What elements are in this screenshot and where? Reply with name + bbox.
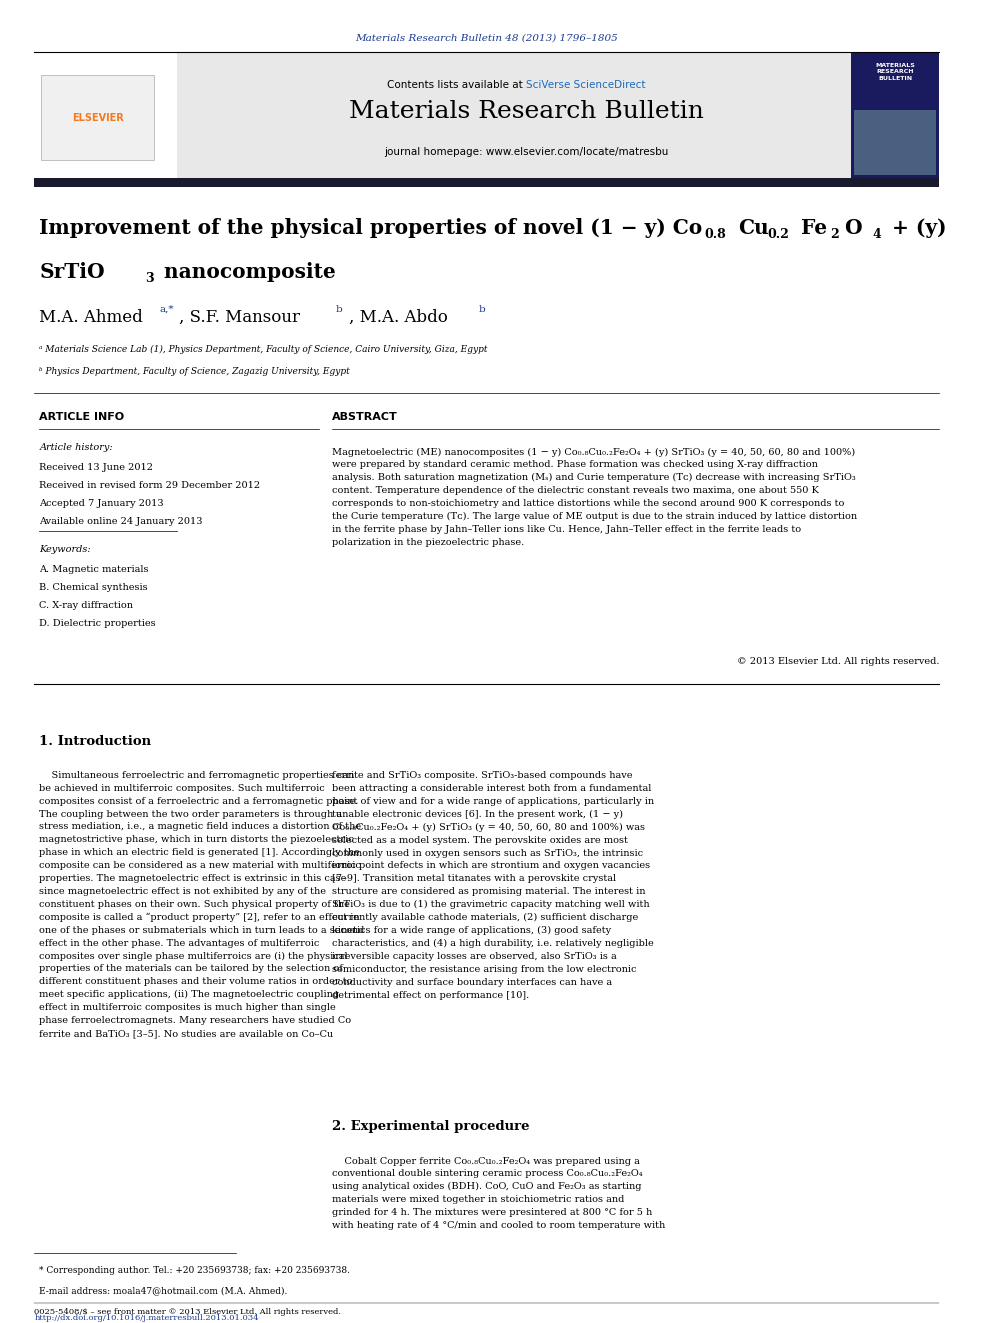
- Bar: [35, 52, 177, 177]
- Text: MATERIALS
RESEARCH
BULLETIN: MATERIALS RESEARCH BULLETIN: [875, 64, 916, 81]
- Text: ferrite and SrTiO₃ composite. SrTiO₃-based compounds have
been attracting a cons: ferrite and SrTiO₃ composite. SrTiO₃-bas…: [331, 771, 654, 1000]
- Text: Article history:: Article history:: [40, 443, 113, 452]
- Text: Keywords:: Keywords:: [40, 545, 91, 554]
- Text: b: b: [479, 306, 486, 314]
- Text: © 2013 Elsevier Ltd. All rights reserved.: © 2013 Elsevier Ltd. All rights reserved…: [737, 656, 939, 665]
- Text: Received in revised form 29 December 2012: Received in revised form 29 December 201…: [40, 480, 260, 490]
- Text: ELSEVIER: ELSEVIER: [71, 112, 124, 123]
- Text: Simultaneous ferroelectric and ferromagnetic properties can
be achieved in multi: Simultaneous ferroelectric and ferromagn…: [40, 771, 365, 1039]
- Text: C. X-ray diffraction: C. X-ray diffraction: [40, 601, 133, 610]
- Text: Available online 24 January 2013: Available online 24 January 2013: [40, 517, 202, 525]
- Text: Accepted 7 January 2013: Accepted 7 January 2013: [40, 499, 164, 508]
- Text: B. Chemical synthesis: B. Chemical synthesis: [40, 582, 148, 591]
- Text: 0025-5408/$ – see front matter © 2013 Elsevier Ltd. All rights reserved.: 0025-5408/$ – see front matter © 2013 El…: [35, 1308, 341, 1316]
- Text: , S.F. Mansour: , S.F. Mansour: [179, 310, 300, 325]
- Text: ABSTRACT: ABSTRACT: [331, 413, 398, 422]
- Text: 2: 2: [830, 228, 839, 241]
- Text: 3: 3: [145, 271, 154, 284]
- Text: http://dx.doi.org/10.1016/j.materresbull.2013.01.034: http://dx.doi.org/10.1016/j.materresbull…: [35, 1314, 259, 1322]
- Text: SciVerse ScienceDirect: SciVerse ScienceDirect: [526, 79, 646, 90]
- Bar: [851, 52, 939, 177]
- Text: Cobalt Copper ferrite Co₀.₈Cu₀.₂Fe₂O₄ was prepared using a
conventional double s: Cobalt Copper ferrite Co₀.₈Cu₀.₂Fe₂O₄ wa…: [331, 1156, 665, 1230]
- Text: O: O: [844, 218, 862, 238]
- Text: journal homepage: www.elsevier.com/locate/matresbu: journal homepage: www.elsevier.com/locat…: [384, 147, 669, 157]
- Text: E-mail address: moala47@hotmail.com (M.A. Ahmed).: E-mail address: moala47@hotmail.com (M.A…: [40, 1286, 288, 1295]
- Text: D. Dielectric properties: D. Dielectric properties: [40, 619, 156, 627]
- Text: * Corresponding author. Tel.: +20 235693738; fax: +20 235693738.: * Corresponding author. Tel.: +20 235693…: [40, 1266, 350, 1275]
- Text: Materials Research Bulletin: Materials Research Bulletin: [349, 101, 703, 123]
- Text: Fe: Fe: [801, 218, 827, 238]
- Text: + (y): + (y): [886, 218, 947, 238]
- Text: Materials Research Bulletin 48 (2013) 1796–1805: Materials Research Bulletin 48 (2013) 17…: [355, 33, 618, 42]
- Text: Improvement of the physical properties of novel (1 − y) Co: Improvement of the physical properties o…: [40, 218, 702, 238]
- Bar: [35, 52, 939, 177]
- Bar: [854, 110, 936, 175]
- Text: ARTICLE INFO: ARTICLE INFO: [40, 413, 124, 422]
- Bar: [35, 177, 939, 187]
- Text: 1. Introduction: 1. Introduction: [40, 734, 152, 747]
- Text: 4: 4: [873, 228, 881, 241]
- Text: , M.A. Abdo: , M.A. Abdo: [349, 310, 448, 325]
- Text: b: b: [335, 306, 342, 314]
- Text: M.A. Ahmed: M.A. Ahmed: [40, 310, 143, 325]
- Text: Contents lists available at: Contents lists available at: [387, 79, 526, 90]
- Text: Magnetoelectric (ME) nanocomposites (1 − y) Co₀.₈Cu₀.₂Fe₂O₄ + (y) SrTiO₃ (y = 40: Magnetoelectric (ME) nanocomposites (1 −…: [331, 447, 857, 546]
- Text: ᵃ Materials Science Lab (1), Physics Department, Faculty of Science, Cairo Unive: ᵃ Materials Science Lab (1), Physics Dep…: [40, 345, 488, 355]
- Text: 2. Experimental procedure: 2. Experimental procedure: [331, 1121, 530, 1132]
- Text: A. Magnetic materials: A. Magnetic materials: [40, 565, 149, 574]
- Text: a,*: a,*: [159, 306, 174, 314]
- Text: ᵇ Physics Department, Faculty of Science, Zagazig University, Egypt: ᵇ Physics Department, Faculty of Science…: [40, 366, 350, 376]
- Bar: [42, 75, 154, 160]
- Text: SrTiO: SrTiO: [40, 262, 105, 282]
- Text: 0.2: 0.2: [768, 228, 790, 241]
- Text: Cu: Cu: [738, 218, 769, 238]
- Text: nanocomposite: nanocomposite: [157, 262, 336, 282]
- Text: Received 13 June 2012: Received 13 June 2012: [40, 463, 153, 472]
- Text: 0.8: 0.8: [704, 228, 726, 241]
